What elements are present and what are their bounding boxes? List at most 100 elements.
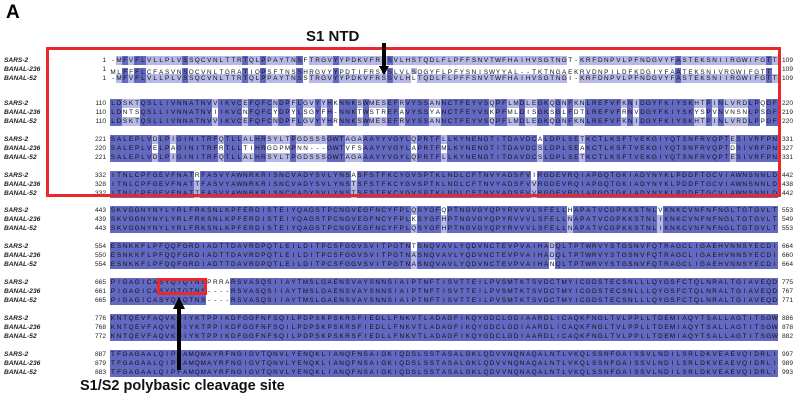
residue: T (242, 68, 249, 77)
residue: G (537, 99, 544, 108)
residue: V (140, 314, 147, 323)
residue: S (134, 108, 141, 117)
residue: N (344, 108, 351, 117)
residue: Y (158, 215, 165, 224)
residue: F (645, 242, 652, 251)
residue: P (513, 242, 520, 251)
sequence-row: SARS-2 554 664 E S N K K F L P F QQ F GRD I A D T T D A V RD PQ T… (0, 242, 800, 251)
residue: F (501, 108, 508, 117)
residue: N (116, 323, 123, 332)
residue: A (302, 224, 309, 233)
residue: A (356, 287, 363, 296)
residue: G (236, 368, 243, 377)
residue: T (176, 287, 183, 296)
residue: V (326, 56, 333, 65)
residue: F (428, 296, 435, 305)
residue: Q (651, 242, 658, 251)
residue: Q (218, 153, 225, 162)
residue: V (525, 206, 532, 215)
residue: E (464, 99, 471, 108)
residue: L (603, 323, 610, 332)
residue: K (470, 368, 477, 377)
residue: S (368, 287, 375, 296)
residue: F (146, 189, 153, 198)
residue: D (230, 332, 237, 341)
residue: K (128, 260, 135, 269)
residue: - (212, 296, 219, 305)
residue: P (170, 350, 177, 359)
residue: D (639, 171, 646, 180)
residue: M (561, 278, 568, 287)
sequence-label: SARS-2 (4, 315, 29, 322)
residue: F (699, 206, 706, 215)
residue: V (645, 359, 652, 368)
residue: I (392, 359, 399, 368)
residue: L (212, 68, 219, 77)
residue: Q (669, 135, 676, 144)
residue: T (434, 287, 441, 296)
residue: N (302, 368, 309, 377)
residue: D (374, 323, 381, 332)
residue: C (681, 251, 688, 260)
residue: C (681, 242, 688, 251)
residue: N (729, 108, 736, 117)
residue: F (368, 215, 375, 224)
residue: L (140, 144, 147, 153)
residue: L (747, 108, 754, 117)
residue: L (380, 314, 387, 323)
sequence-label: BANAL-52 (4, 369, 37, 376)
residue: P (675, 171, 682, 180)
residue: E (296, 368, 303, 377)
residue: F (236, 332, 243, 341)
residue: F (170, 171, 177, 180)
residue: R (759, 368, 766, 377)
residue: F (140, 242, 147, 251)
residue: C (711, 189, 718, 198)
residue: G (326, 153, 333, 162)
residue: S (344, 171, 351, 180)
residue: Q (531, 350, 538, 359)
residue: - (308, 144, 315, 153)
residue: D (543, 323, 550, 332)
residue: S (314, 314, 321, 323)
residue: Q (555, 242, 562, 251)
residue: G (344, 242, 351, 251)
residue: F (116, 368, 123, 377)
residue: V (597, 224, 604, 233)
residue: K (194, 323, 201, 332)
residue: Y (663, 144, 670, 153)
residue: L (236, 153, 243, 162)
residue: C (495, 323, 502, 332)
residue: C (615, 287, 622, 296)
residue: Q (531, 359, 538, 368)
residue: Q (513, 368, 520, 377)
residue: A (531, 332, 538, 341)
residue: Q (308, 359, 315, 368)
residue: A (362, 153, 369, 162)
residue: K (627, 206, 634, 215)
residue: L (440, 171, 447, 180)
residue: R (218, 359, 225, 368)
residue: S (302, 74, 309, 83)
residue: T (230, 56, 237, 65)
residue: A (525, 251, 532, 260)
residue: V (170, 117, 177, 126)
residue: W (771, 332, 778, 341)
residue: D (470, 260, 477, 269)
residue: P (627, 323, 634, 332)
residue: T (452, 206, 459, 215)
residue: Y (675, 108, 682, 117)
residue: P (326, 314, 333, 323)
residue: Y (398, 153, 405, 162)
residue: S (368, 180, 375, 189)
residue: T (651, 314, 658, 323)
residue: N (446, 180, 453, 189)
residue: F (350, 368, 357, 377)
residue: L (380, 323, 387, 332)
residue: K (128, 99, 135, 108)
residue: N (549, 350, 556, 359)
residue: V (476, 251, 483, 260)
residue: I (242, 359, 249, 368)
residue: F (543, 215, 550, 224)
residue: P (206, 332, 213, 341)
